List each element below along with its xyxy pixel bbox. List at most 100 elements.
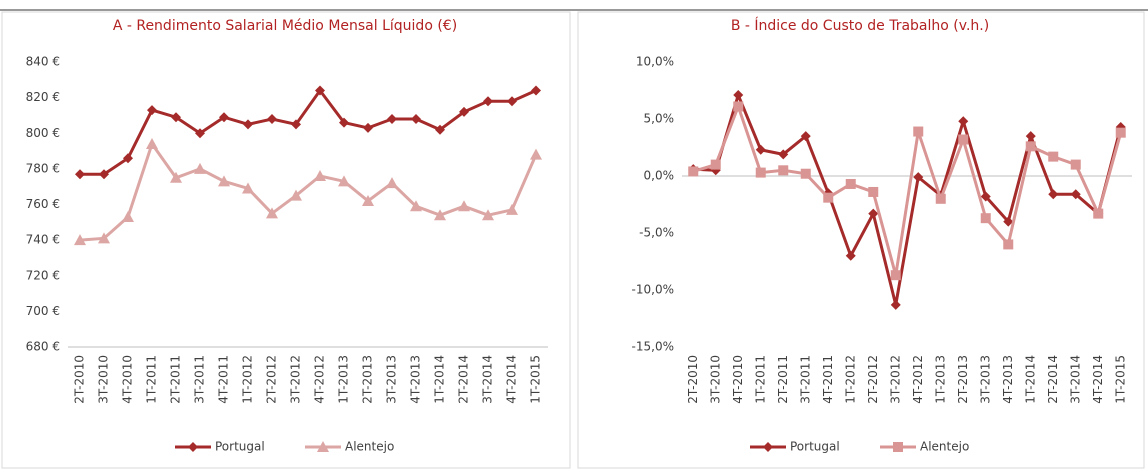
legend-label: Portugal xyxy=(215,440,265,454)
x-tick-label: 4T-2013 xyxy=(1001,355,1015,404)
point xyxy=(434,209,446,221)
point xyxy=(733,101,744,112)
series-line xyxy=(80,87,537,176)
point xyxy=(913,172,924,183)
y-tick-label: 760 € xyxy=(26,197,60,211)
point xyxy=(530,148,542,160)
point xyxy=(958,134,969,145)
point xyxy=(195,128,205,139)
point xyxy=(868,186,879,197)
point xyxy=(1025,131,1036,142)
chart-title: A - Rendimento Salarial Médio Mensal Líq… xyxy=(113,18,457,34)
x-tick-label: 4T-2010 xyxy=(731,355,745,404)
point xyxy=(890,299,901,310)
x-tick-label: 4T-2011 xyxy=(821,355,835,404)
x-tick-label: 3T-2011 xyxy=(798,355,812,404)
y-tick-label: 10,0% xyxy=(636,55,674,69)
point xyxy=(913,126,924,137)
point xyxy=(219,112,229,123)
point xyxy=(507,96,517,107)
x-tick-label: 2T-2010 xyxy=(73,355,87,404)
point xyxy=(170,171,182,183)
legend-label: Alentejo xyxy=(345,440,394,454)
x-tick-label: 1T-2015 xyxy=(1113,355,1127,404)
point xyxy=(74,234,86,246)
point xyxy=(778,165,789,176)
legend-marker xyxy=(188,442,198,452)
point xyxy=(531,85,541,96)
y-tick-label: 840 € xyxy=(26,55,60,69)
x-tick-label: 2T-2012 xyxy=(265,355,279,404)
legend-marker xyxy=(893,442,903,452)
point xyxy=(266,207,278,219)
point xyxy=(338,175,350,187)
point xyxy=(755,144,766,155)
x-tick-label: 3T-2010 xyxy=(97,355,111,404)
point xyxy=(362,194,374,206)
point xyxy=(242,182,254,194)
point xyxy=(411,114,421,124)
point xyxy=(243,119,253,130)
y-tick-label: 720 € xyxy=(26,268,60,282)
point xyxy=(98,232,110,244)
x-tick-label: 2T-2011 xyxy=(776,355,790,404)
point xyxy=(1003,216,1014,227)
point xyxy=(459,106,469,117)
point xyxy=(363,122,373,133)
point xyxy=(458,200,470,212)
x-tick-label: 1T-2013 xyxy=(337,355,351,404)
x-tick-label: 4T-2012 xyxy=(313,355,327,404)
point xyxy=(122,210,134,222)
point xyxy=(733,90,744,101)
point xyxy=(75,169,85,180)
panel-frame xyxy=(1,11,571,469)
point xyxy=(710,159,721,170)
x-tick-label: 1T-2012 xyxy=(241,355,255,404)
point xyxy=(778,149,789,160)
point xyxy=(980,191,991,202)
point xyxy=(291,119,301,130)
y-tick-label: 740 € xyxy=(26,233,60,247)
point xyxy=(314,170,326,181)
x-tick-label: 1T-2011 xyxy=(145,355,159,404)
x-tick-label: 1T-2015 xyxy=(529,355,543,404)
point xyxy=(1093,208,1104,219)
point xyxy=(267,114,277,124)
series-line xyxy=(692,102,1123,276)
point xyxy=(1070,189,1081,200)
x-tick-label: 4T-2014 xyxy=(505,355,519,404)
legend-marker xyxy=(317,441,329,452)
x-tick-label: 2T-2013 xyxy=(361,355,375,404)
point xyxy=(123,153,133,164)
point xyxy=(387,114,397,124)
point xyxy=(1115,127,1126,138)
point xyxy=(958,116,969,127)
x-tick-label: 2T-2013 xyxy=(956,355,970,404)
x-tick-label: 4T-2010 xyxy=(121,355,135,404)
point xyxy=(800,168,811,179)
point xyxy=(290,189,302,201)
point xyxy=(410,200,422,212)
x-tick-label: 1T-2014 xyxy=(433,355,447,404)
x-tick-label: 4T-2014 xyxy=(1091,355,1105,404)
y-tick-label: 780 € xyxy=(26,161,60,175)
x-tick-label: 3T-2013 xyxy=(978,355,992,404)
x-tick-label: 1T-2012 xyxy=(843,355,857,404)
x-tick-label: 2T-2010 xyxy=(686,355,700,404)
legend-label: Portugal xyxy=(790,440,840,454)
y-tick-label: -10,0% xyxy=(632,283,674,297)
point xyxy=(868,208,879,219)
point xyxy=(845,250,856,261)
point xyxy=(1048,151,1059,162)
x-tick-label: 2T-2014 xyxy=(457,355,471,404)
point xyxy=(386,177,398,189)
point xyxy=(339,117,349,128)
point xyxy=(755,167,766,178)
point xyxy=(146,137,158,149)
y-tick-label: 5,0% xyxy=(644,112,675,126)
point xyxy=(218,175,230,187)
y-tick-label: -15,0% xyxy=(632,340,674,354)
x-tick-label: 2T-2011 xyxy=(169,355,183,404)
legend-marker xyxy=(763,442,773,452)
